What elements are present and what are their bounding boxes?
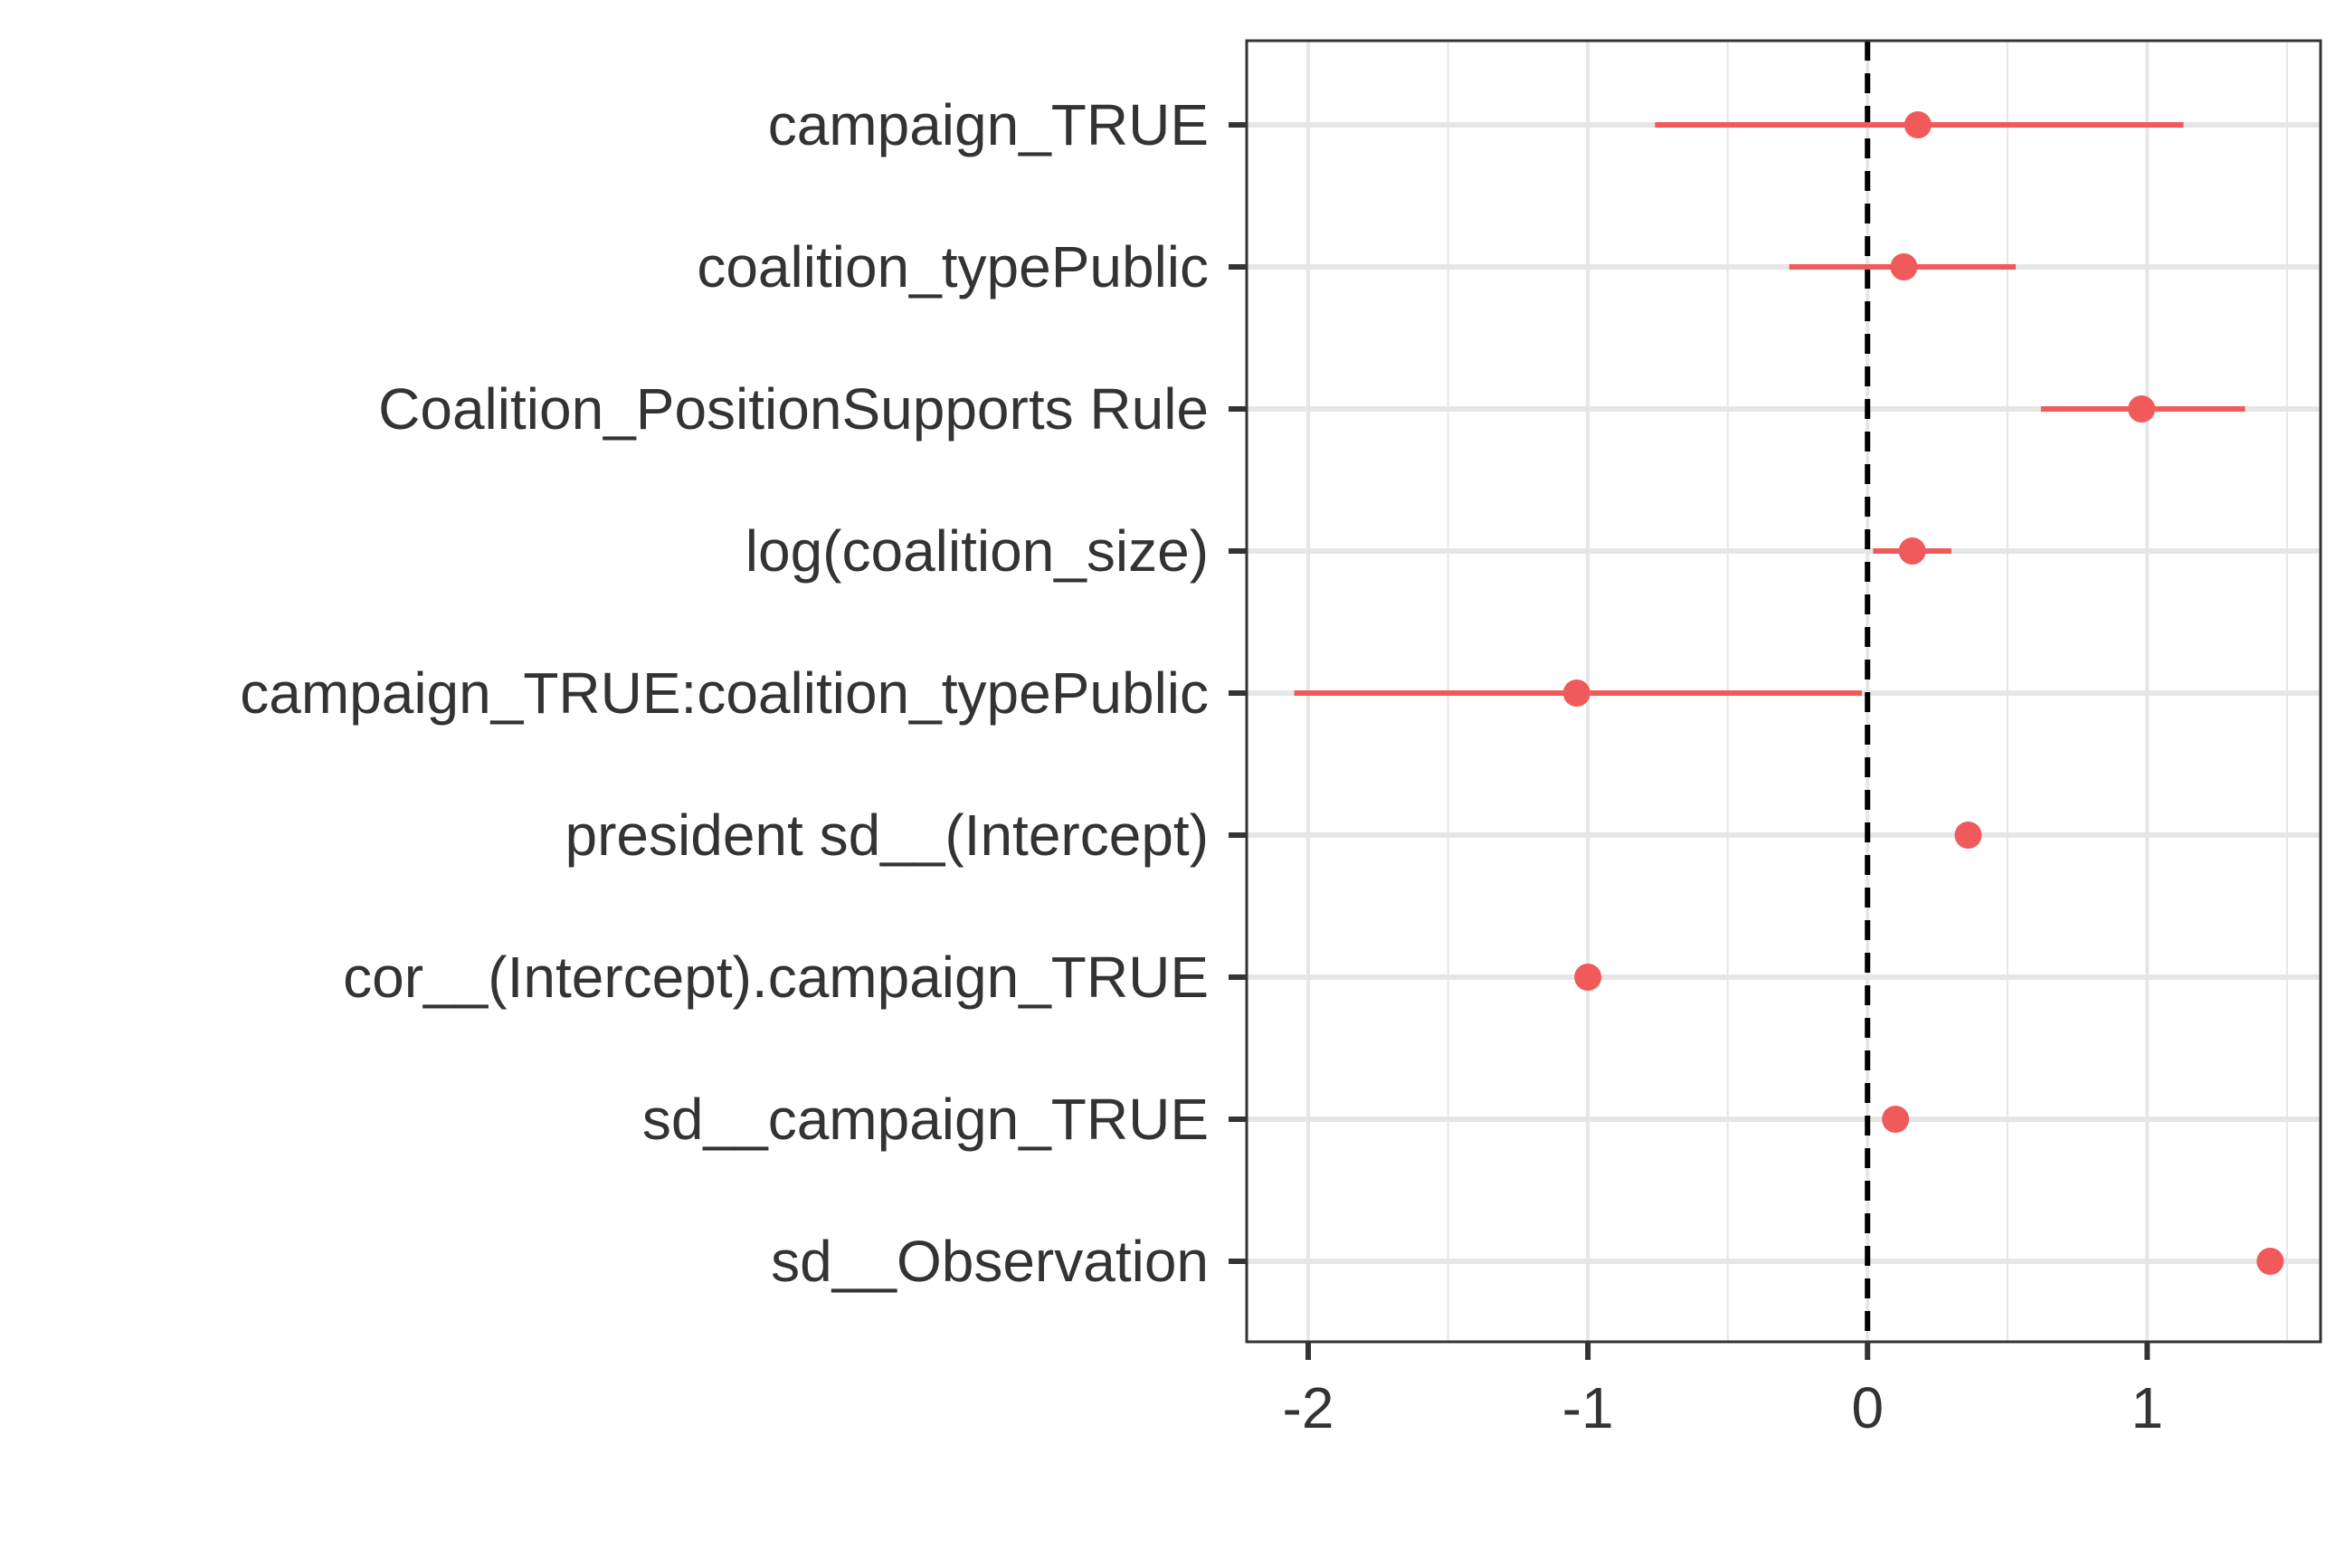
estimate-point [1882, 1106, 1910, 1133]
y-tick-label: sd__campaign_TRUE [642, 1087, 1209, 1152]
y-axis: campaign_TRUE coalition_typePublic Coaliti… [240, 92, 1247, 1294]
point-layer [1562, 111, 2284, 1275]
x-tick-label: -1 [1562, 1375, 1614, 1440]
estimate-point [2256, 1248, 2284, 1275]
x-axis: -2 -1 0 1 [1283, 1342, 2164, 1440]
estimate-point [1904, 111, 1932, 138]
x-tick-label: -2 [1283, 1375, 1334, 1440]
y-tick-label: campaign_TRUE [768, 92, 1209, 157]
y-tick-label: Coalition_PositionSupports Rule [378, 376, 1209, 442]
y-tick-label: president sd__(Intercept) [565, 803, 1210, 868]
y-tick-label: log(coalition_size) [745, 518, 1209, 584]
estimate-point [1562, 679, 1590, 707]
x-tick-label: 1 [2131, 1375, 2164, 1440]
y-tick-label: coalition_typePublic [697, 234, 1209, 299]
estimate-point [2128, 395, 2156, 423]
estimate-point [1954, 822, 1982, 849]
estimate-point [1898, 537, 1926, 565]
y-tick-label: sd__Observation [771, 1229, 1209, 1294]
y-tick-label: campaign_TRUE:coalition_typePublic [240, 660, 1209, 726]
estimate-point [1890, 253, 1918, 280]
estimate-point [1574, 964, 1602, 991]
y-tick-label: cor__(Intercept).campaign_TRUE [343, 945, 1209, 1010]
x-tick-label: 0 [1851, 1375, 1884, 1440]
